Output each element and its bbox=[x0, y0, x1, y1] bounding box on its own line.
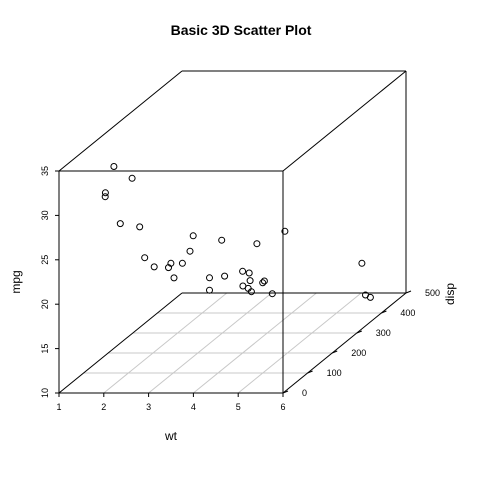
data-point bbox=[165, 264, 172, 272]
x-axis-label: wt bbox=[164, 429, 178, 443]
data-point bbox=[116, 220, 124, 228]
axis-ticks: 1 2 3 4 5 6 10 15 20 25 30 35 0 100 200 300 400 500 bbox=[40, 166, 440, 412]
chart-title: Basic 3D Scatter Plot bbox=[171, 22, 312, 38]
data-point bbox=[246, 277, 254, 285]
y-tick-label: 35 bbox=[40, 166, 50, 176]
data-point bbox=[101, 193, 109, 201]
z-tick-label: 500 bbox=[425, 288, 440, 298]
grid-line-x bbox=[193, 292, 317, 394]
floor-grid bbox=[83, 292, 382, 394]
data-point bbox=[206, 286, 213, 294]
z-tick-mark bbox=[381, 310, 387, 314]
data-point bbox=[136, 223, 144, 231]
data-point bbox=[150, 263, 158, 271]
grid-line-x bbox=[103, 292, 228, 394]
data-point bbox=[259, 279, 267, 287]
data-point bbox=[206, 274, 213, 282]
y-tick-label: 20 bbox=[40, 299, 50, 309]
data-point bbox=[268, 290, 276, 298]
data-point bbox=[141, 254, 149, 262]
z-tick-mark bbox=[356, 330, 362, 334]
z-tick-mark bbox=[332, 350, 338, 354]
data-point bbox=[281, 227, 289, 235]
data-point bbox=[366, 293, 374, 301]
data-point bbox=[358, 259, 366, 267]
data-point bbox=[189, 232, 197, 240]
z-tick-label: 0 bbox=[302, 388, 307, 398]
plot-box bbox=[58, 70, 407, 394]
z-tick-mark bbox=[282, 390, 289, 394]
z-tick-label: 100 bbox=[327, 368, 342, 378]
data-points bbox=[101, 163, 374, 301]
z-tick-mark bbox=[405, 290, 412, 294]
x-tick-label: 3 bbox=[146, 402, 151, 412]
data-point bbox=[178, 259, 186, 267]
y-tick-label: 25 bbox=[40, 255, 50, 265]
z-tick-mark bbox=[307, 370, 313, 374]
box-edge bbox=[282, 70, 407, 172]
data-point bbox=[245, 269, 253, 277]
data-point bbox=[186, 247, 194, 255]
box-edge bbox=[282, 292, 407, 394]
data-point bbox=[110, 163, 118, 170]
data-point bbox=[221, 272, 229, 280]
box-edge bbox=[58, 292, 183, 394]
data-point bbox=[101, 189, 109, 197]
data-point bbox=[239, 267, 247, 275]
data-point bbox=[128, 174, 136, 182]
z-tick-label: 300 bbox=[376, 328, 391, 338]
y-axis-label: mpg bbox=[9, 270, 23, 293]
data-point bbox=[170, 274, 178, 282]
x-tick-label: 1 bbox=[56, 402, 61, 412]
data-point bbox=[218, 236, 226, 244]
y-tick-label: 10 bbox=[40, 388, 50, 398]
z-tick-label: 200 bbox=[351, 348, 366, 358]
x-tick-label: 6 bbox=[280, 402, 285, 412]
data-point bbox=[244, 284, 252, 292]
z-tick-label: 400 bbox=[400, 308, 415, 318]
x-tick-label: 5 bbox=[236, 402, 241, 412]
y-tick-label: 30 bbox=[40, 210, 50, 220]
x-tick-label: 4 bbox=[191, 402, 196, 412]
x-tick-label: 2 bbox=[101, 402, 106, 412]
grid-line-x bbox=[237, 292, 362, 394]
data-point bbox=[253, 240, 261, 248]
y-tick-label: 15 bbox=[40, 344, 50, 354]
grid-line-x bbox=[148, 292, 272, 394]
data-point bbox=[260, 277, 268, 285]
box-edge bbox=[58, 70, 183, 172]
z-axis-label: disp bbox=[443, 283, 457, 305]
